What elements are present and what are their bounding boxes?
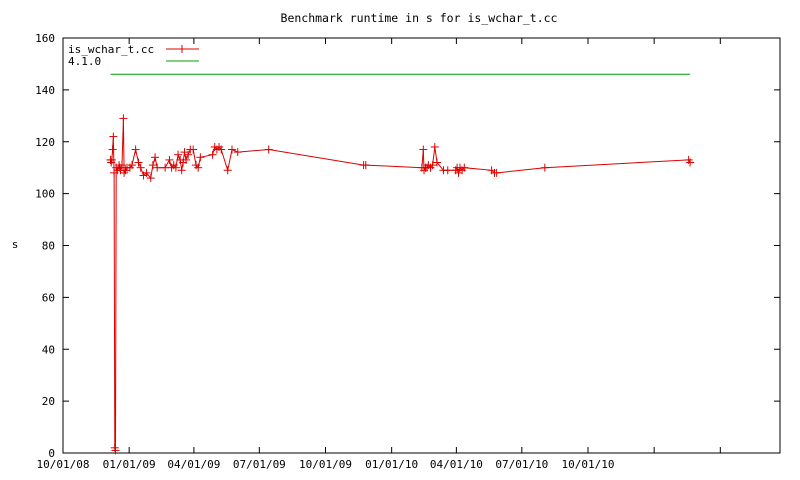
data-point-1-45 — [196, 153, 205, 162]
x-tick-label-0: 10/01/08 — [37, 458, 90, 471]
data-point-1-20 — [131, 145, 140, 154]
data-point-1-28 — [153, 163, 162, 172]
data-point-1-30 — [165, 155, 174, 164]
data-point-1-77 — [492, 168, 501, 177]
data-point-1-40 — [184, 150, 193, 159]
data-point-1-52 — [228, 145, 237, 154]
x-tick-label-3: 07/01/09 — [233, 458, 286, 471]
y-axis: 0 20 40 60 80 100 120 140 160 — [35, 32, 780, 460]
data-point-1-19 — [128, 161, 137, 170]
x-tick-label-7: 07/01/10 — [495, 458, 548, 471]
data-point-1-25 — [146, 174, 155, 183]
data-point-1-56 — [361, 161, 370, 170]
y-tick-label-4: 80 — [42, 240, 55, 253]
data-point-1-7 — [111, 446, 120, 455]
data-point-1-34 — [174, 150, 183, 159]
legend-label-series-2: 4.1.0 — [68, 55, 101, 68]
y-tick-label-3: 60 — [42, 291, 55, 304]
data-point-1-21 — [134, 158, 143, 167]
data-point-1-33 — [171, 163, 180, 172]
data-point-1-65 — [430, 142, 439, 151]
y-tick-label-8: 160 — [35, 32, 55, 45]
data-point-1-42 — [189, 145, 198, 154]
data-point-1-54 — [264, 145, 273, 154]
data-point-1-14 — [119, 114, 128, 123]
plot-frame — [62, 37, 781, 454]
y-tick-label-5: 100 — [35, 188, 55, 201]
y-axis-label: s — [12, 238, 19, 251]
data-point-1-64 — [428, 161, 437, 170]
data-point-1-24 — [142, 168, 151, 177]
y-tick-label-7: 140 — [35, 84, 55, 97]
legend-marker-series-1 — [178, 45, 186, 53]
x-tick-label-8: 10/01/10 — [561, 458, 614, 471]
data-point-1-78 — [540, 163, 549, 172]
data-point-1-74 — [460, 163, 469, 172]
data-point-1-50 — [217, 145, 226, 154]
data-point-1-80 — [686, 158, 695, 167]
legend-label-series-1: is_wchar_t.cc — [68, 43, 154, 56]
data-point-1-53 — [233, 148, 242, 157]
chart-title: Benchmark runtime in s for is_wchar_t.cc — [281, 11, 558, 25]
legend: is_wchar_t.cc 4.1.0 — [68, 43, 199, 68]
series-line-1 — [110, 118, 691, 451]
x-axis: 10/01/08 01/01/09 04/01/09 07/01/09 10/01/09… — [37, 38, 721, 471]
data-point-1-13 — [117, 161, 126, 170]
data-point-1-2 — [107, 155, 116, 164]
x-tick-label-2: 04/01/09 — [167, 458, 220, 471]
data-point-1-3 — [108, 145, 117, 154]
data-point-1-36 — [177, 166, 186, 175]
data-point-1-66 — [432, 158, 441, 167]
y-tick-label-1: 20 — [42, 395, 55, 408]
x-tick-label-1: 01/01/09 — [103, 458, 156, 471]
data-point-1-44 — [194, 163, 203, 172]
x-tick-label-4: 10/01/09 — [299, 458, 352, 471]
x-tick-label-5: 01/01/10 — [365, 458, 418, 471]
data-point-1-26 — [148, 161, 157, 170]
data-point-1-58 — [419, 145, 428, 154]
data-point-1-68 — [443, 166, 452, 175]
data-point-1-4 — [109, 132, 118, 141]
y-tick-label-2: 40 — [42, 343, 55, 356]
legend-marker-plus — [178, 45, 186, 53]
data-point-1-51 — [223, 166, 232, 175]
series-layer — [106, 73, 695, 455]
data-point-1-39 — [181, 155, 190, 164]
data-point-1-27 — [151, 153, 160, 162]
y-tick-label-6: 120 — [35, 136, 55, 149]
y-tick-label-0: 0 — [48, 447, 55, 460]
data-point-1-46 — [208, 150, 217, 159]
data-point-1-22 — [136, 163, 145, 172]
x-tick-label-6: 04/01/10 — [430, 458, 483, 471]
